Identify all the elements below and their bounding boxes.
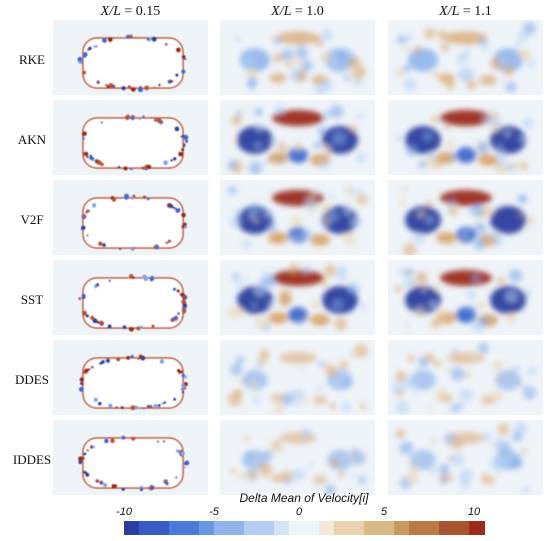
contour-panel xyxy=(220,20,375,95)
contour-panel xyxy=(220,260,375,335)
colorbar-segment xyxy=(409,521,425,535)
column-header-x015: X/L = 0.15 xyxy=(100,4,161,19)
colorbar-segment xyxy=(184,521,200,535)
colorbar xyxy=(124,521,485,535)
colorbar-segment xyxy=(364,521,380,535)
column-header-x11: X/L = 1.1 xyxy=(439,4,492,19)
contour-panel xyxy=(388,20,543,95)
contour-panel xyxy=(388,100,543,175)
colorbar-tick: 5 xyxy=(380,506,388,518)
colorbar-segment xyxy=(244,521,260,535)
colorbar-segment xyxy=(169,521,185,535)
colorbar-segment xyxy=(154,521,170,535)
colorbar-segment xyxy=(274,521,290,535)
contour-panel xyxy=(53,340,208,415)
colorbar-segment xyxy=(214,521,230,535)
contour-panel xyxy=(53,20,208,95)
contour-panel xyxy=(220,100,375,175)
colorbar-segment xyxy=(124,521,140,535)
contour-panel xyxy=(220,420,375,495)
colorbar-segment xyxy=(199,521,215,535)
contour-panel xyxy=(53,260,208,335)
colorbar-segment xyxy=(229,521,245,535)
colorbar-segment xyxy=(439,521,455,535)
colorbar-tick: -5 xyxy=(209,506,219,518)
colorbar-segment xyxy=(469,521,485,535)
colorbar-tick: 10 xyxy=(467,506,481,518)
colorbar-title: Delta Mean of Velocity[i] xyxy=(239,491,369,505)
contour-panel xyxy=(388,260,543,335)
contour-panel xyxy=(53,180,208,255)
row-label-akn: AKN xyxy=(17,132,47,147)
colorbar-tick: 0 xyxy=(295,506,303,518)
contour-panel xyxy=(388,340,543,415)
colorbar-segment xyxy=(289,521,305,535)
colorbar-segment xyxy=(319,521,335,535)
colorbar-segment xyxy=(259,521,275,535)
column-header-x10: X/L = 1.0 xyxy=(271,4,324,19)
colorbar-segment xyxy=(454,521,470,535)
contour-panel xyxy=(53,100,208,175)
row-label-v2f: V2F xyxy=(20,212,44,227)
contour-panel xyxy=(220,180,375,255)
row-label-ddes: DDES xyxy=(15,372,49,387)
row-label-sst: SST xyxy=(20,292,44,307)
colorbar-segment xyxy=(139,521,155,535)
colorbar-segment xyxy=(349,521,365,535)
contour-panel xyxy=(220,340,375,415)
colorbar-segment xyxy=(334,521,350,535)
contour-panel xyxy=(53,420,208,495)
colorbar-segment xyxy=(379,521,395,535)
contour-panel xyxy=(388,420,543,495)
colorbar-segment xyxy=(424,521,440,535)
colorbar-segment xyxy=(394,521,410,535)
row-label-iddes: IDDES xyxy=(12,452,52,467)
colorbar-tick: -10 xyxy=(116,506,132,518)
colorbar-segment xyxy=(304,521,320,535)
row-label-rke: RKE xyxy=(19,52,45,67)
contour-panel xyxy=(388,180,543,255)
